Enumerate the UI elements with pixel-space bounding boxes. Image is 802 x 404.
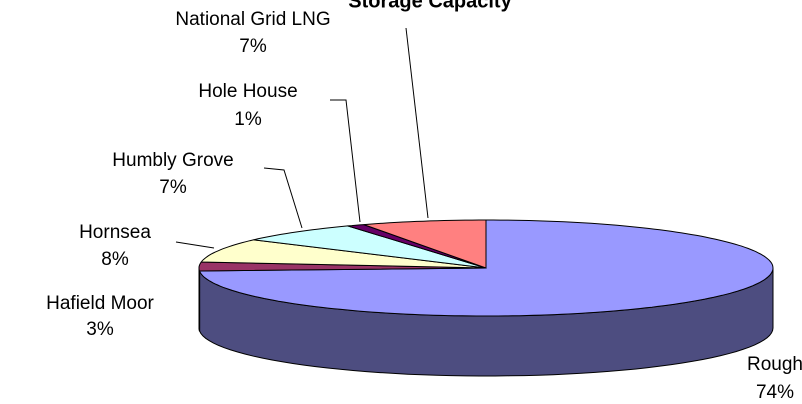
slice-value: 74% [756,382,794,403]
slice-value: 7% [159,177,187,198]
pie-slice [200,239,487,269]
leader-line [330,99,361,223]
slice-label: Rough [747,354,802,375]
pie-slice [198,261,487,272]
slice-label: Hole House [198,81,297,102]
pie [198,219,774,377]
slice-label: Humbly Grove [112,150,233,171]
slice-value: 1% [234,109,262,130]
pie-slice [363,219,487,269]
pie-side [198,268,201,332]
slice-value: 8% [101,249,129,270]
chart-title: Storage Capacity [348,0,512,12]
slice-label: National Grid LNG [175,9,330,30]
leader-line [405,27,429,219]
leader-line [175,241,215,249]
slice-value: 3% [86,319,114,340]
slice-value: 7% [239,36,267,57]
leader-line [263,167,303,229]
slice-label: Hornsea [79,222,151,243]
pie-slice [253,225,487,269]
slice-label: Hafield Moor [46,293,154,314]
